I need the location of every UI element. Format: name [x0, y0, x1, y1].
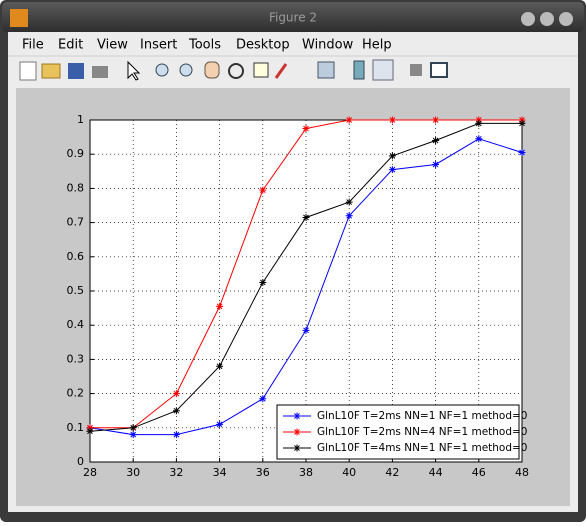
close-button[interactable]	[559, 12, 573, 26]
tool-colorbar[interactable]	[353, 60, 365, 80]
marker	[259, 186, 267, 194]
tool-brush[interactable]	[274, 63, 288, 79]
tool-legend[interactable]	[372, 59, 394, 81]
y-tick-label: 0.5	[67, 284, 85, 297]
menu-item[interactable]: Desktop	[236, 38, 290, 53]
y-tick-label: 0.6	[67, 250, 85, 263]
marker	[432, 137, 440, 145]
marker	[172, 407, 180, 415]
y-tick-label: 0.3	[67, 352, 85, 365]
marker	[518, 148, 526, 156]
marker	[172, 390, 180, 398]
legend-label: GlnL10F T=4ms NN=1 NF=1 method=0	[317, 442, 528, 454]
marker	[388, 166, 396, 174]
legend-box	[276, 404, 520, 460]
menu-item[interactable]: Tools	[188, 38, 221, 53]
marker	[302, 326, 310, 334]
tool-zoom-out[interactable]	[179, 63, 193, 77]
marker	[216, 362, 224, 370]
marker	[259, 395, 267, 403]
tool-show[interactable]	[430, 62, 448, 78]
tool-pan[interactable]	[204, 61, 220, 79]
y-tick-label: 0.8	[67, 181, 85, 194]
tool-datacursor[interactable]	[253, 62, 269, 78]
menu-item[interactable]: View	[97, 38, 128, 53]
tool-open[interactable]	[41, 63, 61, 79]
menu-item[interactable]: Edit	[58, 38, 83, 53]
x-tick-label: 46	[472, 466, 486, 479]
legend-marker	[293, 428, 301, 436]
x-tick-label: 30	[126, 466, 140, 479]
tool-select[interactable]	[127, 60, 141, 81]
y-tick-label: 1	[77, 113, 84, 126]
marker	[518, 119, 526, 127]
x-tick-label: 38	[299, 466, 313, 479]
marker	[475, 119, 483, 127]
marker	[345, 198, 353, 206]
marker	[432, 160, 440, 168]
tool-print[interactable]	[92, 66, 108, 78]
legend-marker	[293, 412, 301, 420]
marker	[388, 116, 396, 124]
tool-save[interactable]	[68, 63, 84, 79]
marker	[216, 420, 224, 428]
tool-new[interactable]	[19, 61, 37, 81]
title-bar	[2, 2, 584, 32]
menu-item[interactable]: File	[22, 38, 44, 53]
marker	[259, 278, 267, 286]
axes-box	[89, 119, 523, 463]
maximize-button[interactable]	[540, 12, 554, 26]
plot: 0 0.1 0.2 0.3 0.4 0.5 0.6 0.7 0.8 0.9 1 28 30 32 34 36 3…	[67, 113, 530, 479]
y-tick-label: 0.2	[67, 387, 85, 400]
x-tick-label: 40	[342, 466, 356, 479]
marker	[345, 212, 353, 220]
tool-rotate[interactable]	[228, 63, 244, 79]
y-tick-label: 0.1	[67, 421, 85, 434]
legend-label: GlnL10F T=2ms NN=4 NF=1 method=0	[317, 426, 528, 438]
menu-item[interactable]: Insert	[140, 38, 177, 53]
y-tick-label: 0.7	[67, 216, 85, 229]
y-tick-label: 0.9	[67, 147, 85, 160]
minimize-button[interactable]	[521, 12, 535, 26]
x-tick-label: 42	[385, 466, 399, 479]
x-tick-label: 44	[429, 466, 443, 479]
marker	[129, 431, 137, 439]
menu-item[interactable]: Help	[362, 38, 392, 53]
y-tick-label: 0.4	[67, 318, 85, 331]
app-icon	[10, 9, 28, 27]
x-tick-label: 34	[213, 466, 227, 479]
x-tick-label: 32	[169, 466, 183, 479]
marker	[388, 152, 396, 160]
y-tick-label: 0	[77, 455, 84, 468]
menu-item[interactable]: Window	[302, 38, 354, 53]
window-title: Figure 2	[269, 11, 317, 25]
x-tick-label: 36	[256, 466, 270, 479]
tool-zoom-in[interactable]	[155, 63, 169, 77]
legend-marker	[293, 444, 301, 452]
legend: GlnL10F T=2ms NN=1 NF=1 method=0 GlnL10F …	[276, 404, 528, 460]
marker	[216, 302, 224, 310]
menu-bar: File Edit View Insert Tools Desktop Window Help	[22, 38, 392, 53]
x-tick-label: 28	[83, 466, 97, 479]
marker	[129, 424, 137, 432]
tool-hide[interactable]	[410, 64, 422, 76]
x-tick-label: 48	[515, 466, 529, 479]
marker	[302, 213, 310, 221]
marker	[86, 427, 94, 435]
marker	[345, 116, 353, 124]
toolbar	[19, 59, 448, 81]
tool-link[interactable]	[317, 61, 335, 79]
legend-label: GlnL10F T=2ms NN=1 NF=1 method=0	[317, 410, 528, 422]
marker	[172, 431, 180, 439]
marker	[432, 116, 440, 124]
marker	[302, 125, 310, 133]
marker	[475, 135, 483, 143]
